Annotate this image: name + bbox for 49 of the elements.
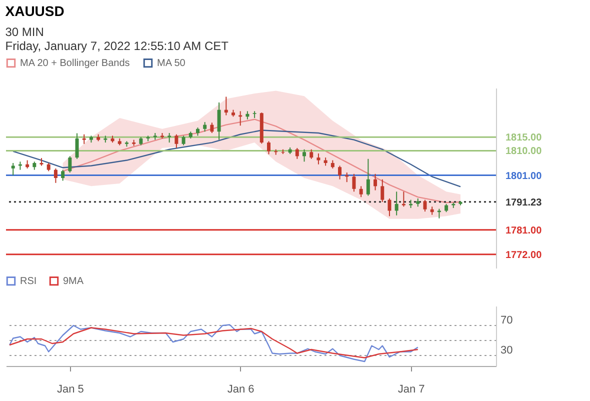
y-tick-label: 1810.00 [506,146,542,158]
y-tick-label: 1791.23 [506,197,542,208]
candlestick [54,168,58,184]
candlestick [402,191,406,208]
y-tick-label: 1815.00 [506,132,542,144]
candlestick [203,122,207,132]
candlestick [380,178,384,202]
candlestick [295,148,299,160]
candlestick [437,208,441,219]
candlestick [68,156,72,174]
candlestick [338,165,342,180]
candlestick [217,102,221,140]
y-tick-label: 1772.00 [506,250,542,261]
candlestick [224,96,228,116]
candlestick [82,134,86,144]
candlestick [359,186,363,198]
chart-subtitle: 30 MIN [5,25,44,39]
candlestick [75,132,79,160]
candlestick [316,152,320,165]
candlestick [267,140,271,155]
candlestick [310,148,314,160]
legend-label: MA 20 + Bollinger Bands [20,58,130,70]
legend-label: 9MA [63,276,84,288]
y-tick-label: 70 [500,314,513,326]
x-tick-label: Jan 6 [227,384,254,396]
x-tick-label: Jan 5 [56,384,84,396]
chart-title: XAUUSD [5,3,64,19]
y-tick-label: 30 [500,344,513,356]
candlestick [366,158,370,196]
candlestick [174,134,178,148]
candlestick [210,122,214,134]
y-tick-label: 1801.00 [506,170,542,182]
candlestick [423,199,427,212]
candlestick [302,148,306,162]
line-series [62,118,462,204]
y-tick-label: 1781.00 [506,225,542,236]
candlestick [388,198,392,217]
candlestick [374,173,378,191]
text: Friday, January 7, 2022 12:55:10 AM CET [5,39,230,53]
candlestick [168,132,172,144]
legend-label: RSI [20,276,37,288]
candlestick [352,173,356,192]
legend-label: MA 50 [157,58,186,70]
candlestick [394,191,398,216]
candlestick [61,169,65,182]
candlestick [11,162,15,176]
line-series [12,130,462,188]
candlestick [182,135,186,146]
x-tick-label: Jan 7 [398,384,425,396]
